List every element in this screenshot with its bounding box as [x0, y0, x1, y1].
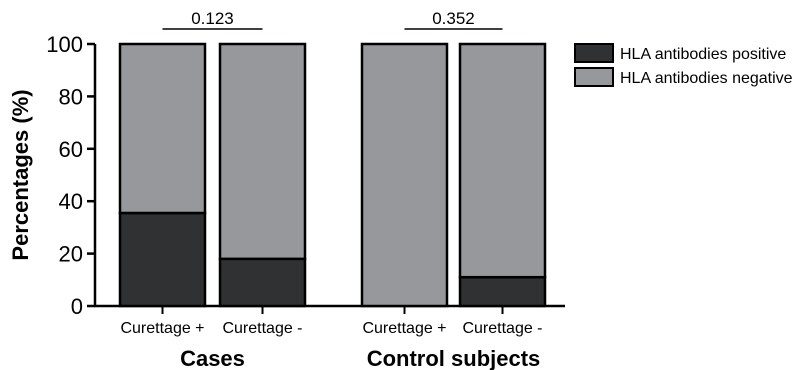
category-label: Curettage - [222, 320, 302, 337]
bar-segment-positive [218, 257, 307, 308]
y-tick-label: 80 [59, 84, 83, 109]
labels: Percentages (%) Curettage + Curettage - Cur… [8, 9, 543, 370]
legend: HLA antibodies positive HLA antibodies ne… [574, 43, 793, 87]
bar-segment-positive [118, 211, 207, 308]
bar-segment-negative [218, 42, 307, 261]
legend-label: HLA antibodies positive [620, 46, 786, 63]
p-value-label: 0.352 [432, 9, 475, 28]
bar-segment-positive [458, 275, 547, 308]
legend-swatch [574, 67, 614, 87]
category-label: Curettage + [120, 320, 204, 337]
category-label: Curettage + [362, 320, 446, 337]
category-label: Curettage - [462, 320, 542, 337]
bars [118, 42, 547, 308]
group-label: Control subjects [367, 346, 541, 370]
y-tick-label: 0 [71, 294, 83, 319]
legend-swatch [574, 43, 614, 63]
y-axis-label: Percentages (%) [8, 89, 33, 260]
legend-label: HLA antibodies negative [620, 70, 793, 87]
y-tick-label: 60 [59, 137, 83, 162]
y-tick-label: 20 [59, 242, 83, 267]
bar-segment-negative [360, 42, 449, 308]
bar-segment-negative [118, 42, 207, 215]
p-value-label: 0.123 [191, 9, 234, 28]
y-tick-label: 40 [59, 189, 83, 214]
bar-segment-negative [458, 42, 547, 279]
y-tick-label: 100 [46, 32, 83, 57]
group-label: Cases [180, 346, 245, 370]
